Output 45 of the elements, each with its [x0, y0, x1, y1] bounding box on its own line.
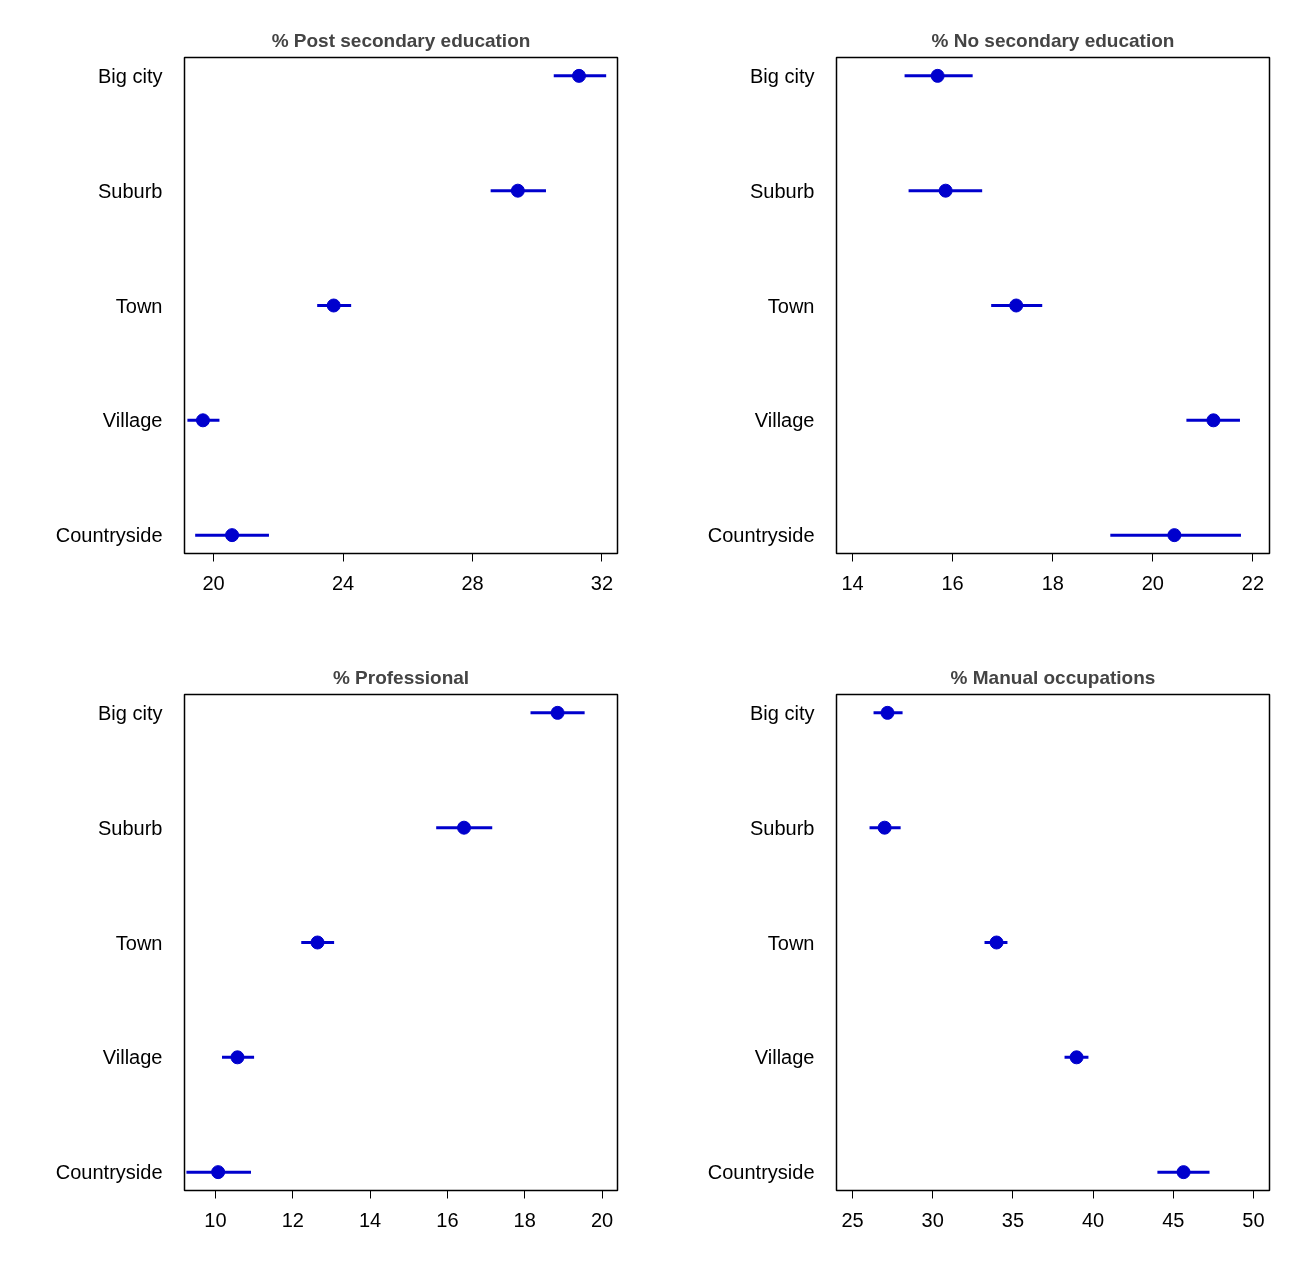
- x-tick-label: 28: [461, 571, 484, 594]
- x-tick-label: 40: [1081, 1208, 1105, 1231]
- y-tick-label: Countryside: [55, 1161, 163, 1184]
- x-tick-label: 10: [204, 1208, 227, 1231]
- y-tick-label: Village: [102, 1046, 163, 1069]
- y-tick-label: Suburb: [750, 816, 815, 839]
- y-tick-label: Village: [754, 409, 815, 432]
- chart-title: % Post secondary education: [271, 29, 531, 51]
- y-tick-label: Big city: [98, 64, 163, 87]
- y-tick-label: Suburb: [98, 816, 163, 839]
- y-tick-label: Big city: [750, 64, 815, 87]
- y-tick-label: Village: [102, 409, 163, 432]
- x-tick-label: 14: [358, 1208, 382, 1231]
- y-tick-label: Big city: [98, 701, 163, 724]
- x-tick-label: 50: [1242, 1208, 1265, 1231]
- x-tick-label: 25: [841, 1208, 864, 1231]
- x-tick-label: 24: [331, 571, 355, 594]
- x-tick-label: 20: [1141, 571, 1164, 594]
- x-tick-label: 18: [1041, 571, 1064, 594]
- y-tick-label: Countryside: [707, 524, 815, 547]
- chart-title: % Manual occupations: [950, 666, 1156, 688]
- x-tick-label: 16: [436, 1208, 459, 1231]
- y-tick-label: Town: [115, 931, 163, 954]
- y-tick-label: Town: [115, 294, 163, 317]
- x-tick-label: 12: [281, 1208, 304, 1231]
- x-tick-label: 45: [1162, 1208, 1185, 1231]
- y-tick-label: Countryside: [707, 1161, 815, 1184]
- y-tick-label: Suburb: [98, 179, 163, 202]
- x-tick-label: 20: [202, 571, 225, 594]
- x-tick-label: 35: [1001, 1208, 1025, 1231]
- x-tick-label: 18: [513, 1208, 536, 1231]
- chart-title: % No secondary education: [931, 29, 1175, 51]
- y-tick-label: Village: [754, 1046, 815, 1069]
- x-tick-label: 16: [941, 571, 964, 594]
- y-tick-label: Big city: [750, 701, 815, 724]
- x-tick-label: 14: [841, 571, 864, 594]
- x-tick-label: 22: [1241, 571, 1265, 594]
- y-tick-label: Countryside: [55, 524, 163, 547]
- x-tick-label: 32: [590, 571, 614, 594]
- x-tick-label: 30: [921, 1208, 944, 1231]
- y-tick-label: Town: [767, 294, 815, 317]
- chart-title: % Professional: [332, 666, 470, 688]
- y-tick-label: Town: [767, 931, 815, 954]
- y-tick-label: Suburb: [750, 179, 815, 202]
- x-tick-label: 20: [590, 1208, 614, 1231]
